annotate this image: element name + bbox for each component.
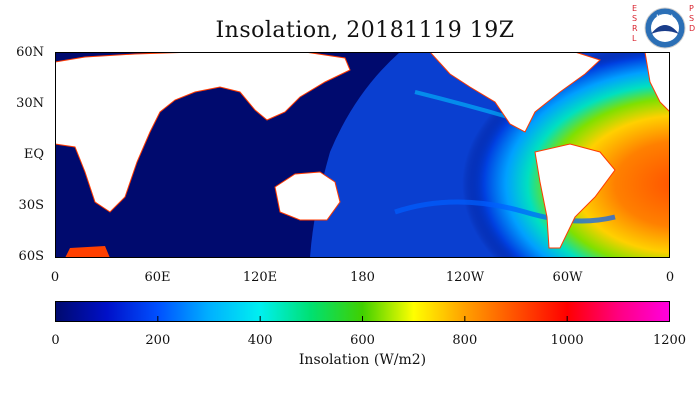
logo-letter: R — [632, 24, 638, 33]
colorbar-tick-label: 1200 — [652, 333, 687, 348]
latitude-tick-label: 60S — [18, 249, 44, 264]
noaa-logo-icon: NOAA — [644, 7, 686, 49]
land-masses — [55, 52, 670, 258]
latitude-tick-label: 30S — [18, 198, 44, 213]
longitude-tick-label: 120E — [242, 270, 278, 285]
latitude-tick-label: 30N — [16, 96, 44, 111]
logo-letter: D — [689, 24, 696, 33]
logo-letter: E — [632, 4, 638, 13]
land-south-america — [534, 143, 616, 249]
colorbar-tick-label: 1000 — [550, 333, 584, 348]
land-north-america — [429, 52, 601, 133]
colorbar-tick-label: 400 — [247, 333, 273, 348]
chart-title: Insolation, 20181119 19Z — [215, 18, 515, 43]
colorbar-ticks — [55, 316, 670, 322]
land-antarctica-edge — [65, 246, 110, 258]
longitude-tick-label: 120W — [445, 270, 485, 285]
longitude-tick-label: 0 — [50, 270, 60, 285]
colorbar — [55, 301, 670, 322]
land-europe-edge — [644, 52, 670, 113]
insolation-map — [55, 52, 670, 258]
cloud-band-south — [394, 199, 616, 224]
logo-letter: P — [689, 4, 694, 13]
logo-letter: S — [689, 14, 695, 23]
svg-text:NOAA: NOAA — [656, 14, 674, 21]
longitude-tick-label: 60E — [144, 270, 171, 285]
colorbar-tick-label: 200 — [145, 333, 171, 348]
colorbar-tick-label: 600 — [350, 333, 375, 348]
colorbar-tick-label: 0 — [51, 333, 60, 348]
longitude-tick-label: 60W — [552, 270, 583, 285]
logo-letter: L — [632, 34, 637, 43]
longitude-tick-label: 180 — [350, 270, 375, 285]
logo-letter: S — [632, 14, 638, 23]
colorbar-tick-label: 800 — [452, 333, 478, 348]
latitude-tick-label: EQ — [23, 147, 44, 162]
colorbar-title: Insolation (W/m2) — [298, 352, 427, 368]
longitude-tick-label: 0 — [665, 270, 675, 285]
land-australia — [274, 171, 341, 221]
latitude-tick-label: 60N — [16, 45, 44, 60]
map-frame — [55, 52, 670, 258]
